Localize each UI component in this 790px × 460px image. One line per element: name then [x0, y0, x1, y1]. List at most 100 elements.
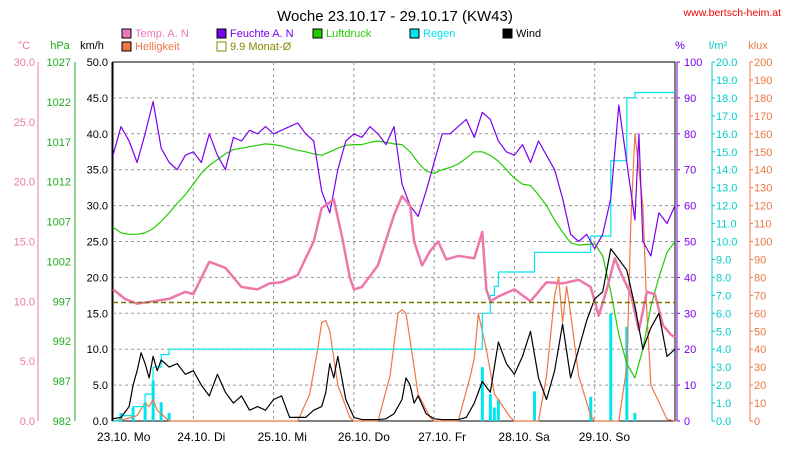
legend-swatch — [216, 28, 227, 39]
rain-bar — [609, 313, 613, 421]
tick-label-pressure: 1017 — [47, 137, 71, 149]
unit-label-wind: km/h — [80, 40, 104, 52]
tick-label-humidity: 0 — [684, 416, 690, 428]
legend: Temp. A. N Feuchte A. N Luftdruck Regen Wind… — [121, 28, 541, 53]
tick-label-temp: 25.0 — [14, 117, 35, 129]
series-line-wind — [112, 248, 676, 421]
tick-label-rain: 15.0 — [716, 147, 737, 159]
tick-label-humidity: 40 — [684, 272, 696, 284]
tick-label-rain: 5.0 — [716, 326, 731, 338]
tick-label-pressure: 987 — [53, 376, 71, 388]
tick-label-temp: 5.0 — [20, 356, 35, 368]
legend-label: Feuchte A. N — [230, 28, 294, 40]
tick-label-temp: 20.0 — [14, 177, 35, 189]
tick-label-light: 160 — [754, 129, 772, 141]
x-axis-labels: 23.10. Mo 24.10. Di 25.10. Mi 26.10. Do 27.1… — [97, 430, 630, 444]
tick-label-light: 90 — [754, 254, 766, 266]
tick-label-pressure: 1022 — [47, 97, 71, 109]
tick-label-rain: 8.0 — [716, 272, 731, 284]
tick-label-wind: 40.0 — [87, 129, 108, 141]
tick-label-rain: 19.0 — [716, 75, 737, 87]
tick-label-light: 180 — [754, 93, 772, 105]
x-tick-label: 24.10. Di — [177, 430, 225, 444]
rain-bar — [480, 367, 484, 421]
legend-label: Wind — [516, 28, 541, 40]
unit-label-rain: l/m² — [709, 40, 728, 52]
legend-swatch — [409, 28, 420, 39]
chart-title: Woche 23.10.17 - 29.10.17 (KW43) — [277, 8, 513, 25]
x-tick-label: 25.10. Mi — [258, 430, 307, 444]
axis-unit-labels: °C hPa km/h% l/m² klux — [18, 40, 768, 52]
series-line-helligkeit — [112, 133, 676, 422]
rain-bar — [633, 412, 637, 421]
tick-label-light: 20 — [754, 380, 766, 392]
tick-label-wind: 0.0 — [93, 416, 108, 428]
legend-swatch — [121, 28, 132, 39]
tick-label-wind: 35.0 — [87, 165, 108, 177]
tick-label-light: 140 — [754, 165, 772, 177]
x-tick-label: 27.10. Fr — [418, 430, 466, 444]
tick-label-wind: 10.0 — [87, 344, 108, 356]
legend-swatch — [216, 41, 227, 52]
series-line-regen — [113, 91, 675, 422]
tick-label-wind: 45.0 — [87, 93, 108, 105]
tick-label-light: 110 — [754, 219, 772, 231]
x-tick-label: 29.10. So — [579, 430, 631, 444]
series-line-feuchte-a-n — [112, 100, 676, 257]
tick-label-pressure: 1007 — [47, 217, 71, 229]
tick-label-pressure: 982 — [53, 416, 71, 428]
tick-label-temp: 0.0 — [20, 416, 35, 428]
tick-label-humidity: 10 — [684, 380, 696, 392]
x-tick-label: 28.10. Sa — [498, 430, 550, 444]
tick-label-light: 50 — [754, 326, 766, 338]
tick-label-wind: 20.0 — [87, 272, 108, 284]
series-lines — [112, 91, 676, 422]
tick-label-rain: 3.0 — [716, 362, 731, 374]
right-axes: 100908070605040302010020.019.018.017.016… — [676, 57, 772, 428]
tick-label-light: 120 — [754, 201, 772, 213]
tick-label-light: 0 — [754, 416, 760, 428]
tick-label-pressure: 992 — [53, 336, 71, 348]
tick-label-pressure: 997 — [53, 296, 71, 308]
tick-label-light: 40 — [754, 344, 766, 356]
tick-label-rain: 2.0 — [716, 380, 731, 392]
legend-swatch — [312, 28, 323, 39]
legend-swatch — [121, 41, 132, 52]
unit-label-light: klux — [748, 40, 768, 52]
series-line-luftdruck — [112, 140, 676, 379]
tick-label-light: 170 — [754, 111, 772, 123]
tick-label-temp: 30.0 — [14, 57, 35, 69]
rain-bar — [143, 402, 147, 421]
legend-label: Helligkeit — [135, 41, 180, 53]
tick-label-light: 100 — [754, 237, 772, 249]
tick-label-light: 60 — [754, 308, 766, 320]
tick-label-rain: 13.0 — [716, 183, 737, 195]
tick-label-pressure: 1027 — [47, 57, 71, 69]
source-link[interactable]: www.bertsch-heim.at — [683, 7, 782, 19]
rain-bar — [533, 391, 536, 421]
tick-label-wind: 50.0 — [87, 57, 108, 69]
tick-label-rain: 18.0 — [716, 93, 737, 105]
legend-swatch — [502, 28, 513, 39]
x-tick-label: 23.10. Mo — [97, 430, 151, 444]
tick-label-rain: 9.0 — [716, 254, 731, 266]
tick-label-wind: 5.0 — [93, 380, 108, 392]
left-axes: 30.0 25.0 20.0 15.0 10.0 5.0 0.0 1027 1022 1017 10… — [14, 57, 113, 428]
tick-label-light: 190 — [754, 75, 772, 87]
legend-label: Regen — [423, 28, 455, 40]
tick-label-pressure: 1002 — [47, 256, 71, 268]
rain-bar — [159, 402, 163, 421]
series-line-temp-a-n — [112, 194, 676, 339]
legend-label: 9.9 Monat-Ø — [230, 41, 292, 53]
tick-label-rain: 12.0 — [716, 201, 737, 213]
tick-label-rain: 20.0 — [716, 57, 737, 69]
tick-label-humidity: 70 — [684, 165, 696, 177]
tick-label-light: 10 — [754, 398, 766, 410]
tick-label-wind: 15.0 — [87, 308, 108, 320]
tick-label-light: 70 — [754, 290, 766, 302]
tick-label-rain: 1.0 — [716, 398, 731, 410]
tick-label-rain: 14.0 — [716, 165, 737, 177]
tick-label-humidity: 60 — [684, 201, 696, 213]
tick-label-humidity: 50 — [684, 237, 696, 249]
